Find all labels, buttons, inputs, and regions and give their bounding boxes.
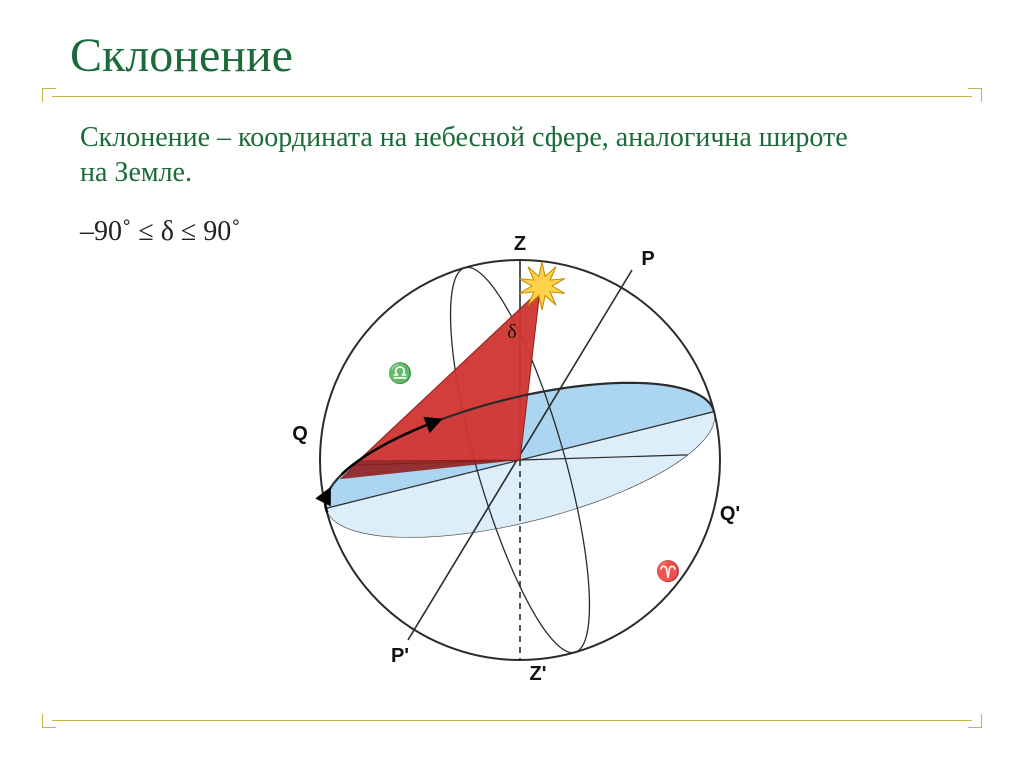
svg-text:Z': Z' [530,663,547,685]
svg-text:P: P [641,248,654,270]
divider-top [52,96,972,97]
divider-bottom [52,720,972,721]
definition-text: Склонение – координата на небесной сфере… [80,120,880,190]
celestial-sphere-svg: δ Z Z' P P' Q Q' ♎ ♈ [250,210,790,710]
corner-tl [42,88,56,102]
svg-text:Z: Z [514,233,526,255]
svg-text:δ: δ [507,321,516,343]
svg-text:P': P' [391,645,409,667]
corner-bl [42,714,56,728]
range-text: –90˚ ≤ δ ≤ 90˚ [80,216,241,248]
corner-br [968,714,982,728]
corner-tr [968,88,982,102]
svg-text:Q': Q' [720,503,740,525]
slide-title: Склонение [70,28,293,83]
svg-text:Q: Q [292,423,308,445]
svg-text:♈: ♈ [656,559,681,583]
celestial-sphere-diagram: δ Z Z' P P' Q Q' ♎ ♈ [250,210,790,710]
slide: Склонение Склонение – координата на небе… [0,0,1024,767]
svg-text:♎: ♎ [388,361,413,385]
